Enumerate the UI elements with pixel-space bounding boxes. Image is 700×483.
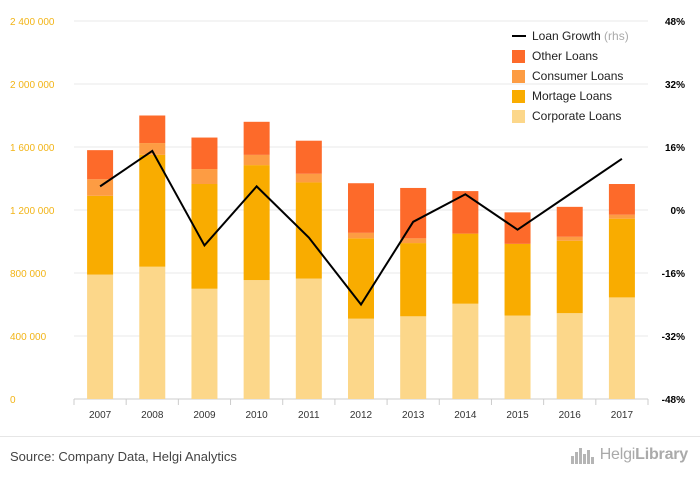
bar-segment-consumer-loans	[348, 232, 374, 239]
bar-segment-other-loans	[191, 137, 218, 170]
bar-segment-other-loans	[452, 191, 479, 234]
legend-item-loan-growth: Loan Growth (rhs)	[512, 29, 629, 43]
bar-segment-corporate-loans	[243, 280, 270, 399]
y-left-tick-label: 800 000	[10, 269, 47, 280]
bar-segment-other-loans	[504, 212, 531, 244]
legend-swatch	[512, 90, 525, 103]
y-left-tick-label: 2 400 000	[10, 17, 55, 28]
legend-swatch	[512, 70, 525, 83]
x-tick-label: 2009	[193, 410, 216, 421]
bar-segment-consumer-loans	[87, 179, 114, 196]
y-right-tick-label: 32%	[665, 80, 685, 91]
bar-segment-mortage-loans	[87, 195, 114, 275]
bar-segment-corporate-loans	[400, 316, 427, 399]
legend-label: Consumer Loans	[532, 69, 623, 83]
legend-item-mortage-loans: Mortage Loans	[512, 89, 612, 103]
bar-segment-mortage-loans	[348, 238, 374, 319]
x-tick-label: 2012	[350, 410, 373, 421]
legend-label: Corporate Loans	[532, 109, 621, 123]
bar-segment-consumer-loans	[295, 173, 322, 183]
bar-segment-other-loans	[608, 184, 635, 215]
legend-swatch	[512, 110, 525, 123]
y-left-tick-label: 0	[10, 395, 16, 406]
footer-divider	[0, 436, 700, 437]
y-right-tick-label: 0%	[671, 206, 686, 217]
bar-segment-consumer-loans	[400, 238, 427, 244]
bar-segment-corporate-loans	[556, 313, 583, 399]
y-left-tick-label: 2 000 000	[10, 80, 55, 91]
helgi-library-logo: HelgiLibrary	[570, 446, 688, 464]
legend-label: Other Loans	[532, 49, 598, 63]
bar-segment-consumer-loans	[556, 236, 583, 241]
y-axis-left: 0 400 000 800 000 1 200 000 1 600 000 2 000 0…	[10, 17, 55, 406]
bar-segment-other-loans	[348, 183, 374, 233]
bar-segment-other-loans	[87, 150, 114, 180]
y-right-tick-label: -32%	[662, 332, 685, 343]
bar-segment-corporate-loans	[504, 315, 531, 399]
x-tick-label: 2011	[298, 410, 320, 421]
loan-growth-line	[99, 149, 623, 307]
source-note: Source: Company Data, Helgi Analytics	[10, 449, 237, 464]
brand-name: HelgiLibrary	[599, 446, 689, 463]
bar-segment-mortage-loans	[295, 182, 322, 279]
bar-segment-corporate-loans	[608, 297, 635, 399]
bar-segment-corporate-loans	[139, 266, 166, 399]
bar-segment-other-loans	[556, 206, 583, 237]
bar-segment-mortage-loans	[504, 243, 531, 316]
y-right-tick-label: 16%	[665, 143, 685, 154]
legend-label: Mortage Loans	[532, 89, 612, 103]
bar-segment-corporate-loans	[348, 318, 374, 399]
x-tick-label: 2008	[141, 410, 164, 421]
bars	[87, 115, 635, 399]
bar-segment-consumer-loans	[243, 154, 270, 166]
bar-segment-consumer-loans	[608, 214, 635, 219]
bar-segment-mortage-loans	[556, 240, 583, 314]
y-right-tick-label: -48%	[662, 395, 685, 406]
legend-item-other-loans: Other Loans	[512, 49, 598, 63]
bar-segment-mortage-loans	[243, 165, 270, 281]
legend-label-suffix: (rhs)	[604, 29, 629, 43]
x-tick-label: 2017	[611, 410, 634, 421]
x-tick-label: 2013	[402, 410, 425, 421]
x-tick-label: 2014	[454, 410, 477, 421]
bar-segment-other-loans	[400, 187, 427, 239]
x-tick-label: 2015	[506, 410, 529, 421]
bar-segment-corporate-loans	[87, 274, 114, 399]
legend-item-corporate-loans: Corporate Loans	[512, 109, 621, 123]
x-tick-label: 2010	[246, 410, 269, 421]
legend-label: Loan Growth (rhs)	[532, 29, 629, 43]
bar-segment-corporate-loans	[191, 288, 218, 399]
y-left-tick-label: 1 600 000	[10, 143, 55, 154]
y-left-tick-label: 400 000	[10, 332, 47, 343]
x-tick-label: 2007	[89, 410, 112, 421]
legend: Loan Growth (rhs) Other Loans Consumer Loa…	[512, 29, 629, 123]
y-right-tick-label: 48%	[665, 17, 685, 28]
bar-segment-corporate-loans	[452, 303, 479, 399]
loan-growth-line-group	[99, 149, 623, 307]
bar-segment-mortage-loans	[452, 233, 479, 304]
y-axis-right: -48% -32% -16% 0% 16% 32% 48%	[662, 17, 685, 406]
bar-segment-other-loans	[295, 140, 322, 174]
y-left-tick-label: 1 200 000	[10, 206, 55, 217]
y-right-tick-label: -16%	[662, 269, 685, 280]
legend-swatch	[512, 50, 525, 63]
x-axis: 2007 2008 2009 2010 2011 2012 2013 2014 2015 2016…	[73, 399, 649, 421]
bar-segment-other-loans	[243, 121, 270, 155]
bar-segment-mortage-loans	[608, 218, 635, 298]
x-tick-label: 2016	[559, 410, 582, 421]
legend-item-consumer-loans: Consumer Loans	[512, 69, 623, 83]
bar-segment-other-loans	[139, 115, 166, 144]
bar-segment-consumer-loans	[191, 169, 218, 185]
bar-segment-corporate-loans	[295, 278, 322, 399]
skyline-icon	[570, 448, 594, 464]
bar-segment-consumer-loans	[139, 143, 166, 155]
bar-segment-mortage-loans	[400, 243, 427, 317]
bar-segment-mortage-loans	[139, 154, 166, 267]
